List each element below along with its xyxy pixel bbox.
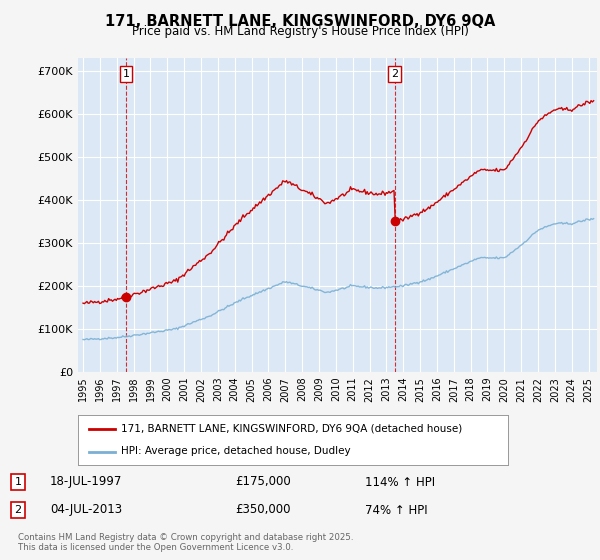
Text: 171, BARNETT LANE, KINGSWINFORD, DY6 9QA: 171, BARNETT LANE, KINGSWINFORD, DY6 9QA — [105, 14, 495, 29]
Text: 114% ↑ HPI: 114% ↑ HPI — [365, 475, 435, 488]
Text: £350,000: £350,000 — [235, 503, 290, 516]
Text: Contains HM Land Registry data © Crown copyright and database right 2025.
This d: Contains HM Land Registry data © Crown c… — [18, 533, 353, 552]
Text: 2: 2 — [391, 69, 398, 79]
Text: Price paid vs. HM Land Registry's House Price Index (HPI): Price paid vs. HM Land Registry's House … — [131, 25, 469, 38]
Text: 04-JUL-2013: 04-JUL-2013 — [50, 503, 122, 516]
Text: £175,000: £175,000 — [235, 475, 291, 488]
Text: 2: 2 — [14, 505, 22, 515]
Text: 1: 1 — [122, 69, 130, 79]
Text: 1: 1 — [14, 477, 22, 487]
Text: 18-JUL-1997: 18-JUL-1997 — [50, 475, 122, 488]
Text: 171, BARNETT LANE, KINGSWINFORD, DY6 9QA (detached house): 171, BARNETT LANE, KINGSWINFORD, DY6 9QA… — [121, 423, 462, 433]
Text: 74% ↑ HPI: 74% ↑ HPI — [365, 503, 428, 516]
Text: HPI: Average price, detached house, Dudley: HPI: Average price, detached house, Dudl… — [121, 446, 350, 456]
